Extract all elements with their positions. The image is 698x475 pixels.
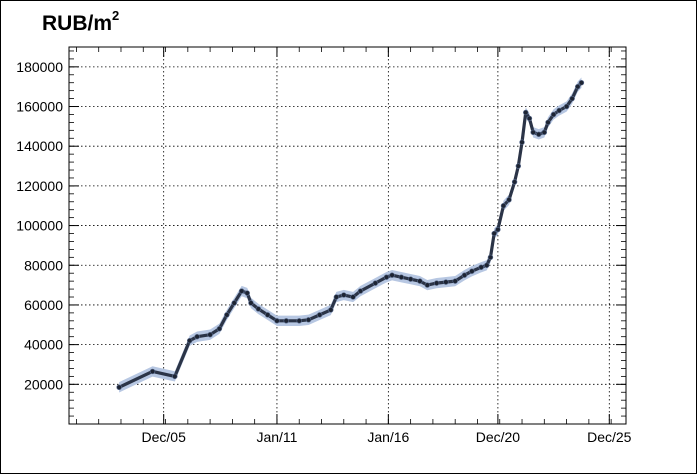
x-tick-label: Dec/05 bbox=[142, 429, 187, 445]
data-point bbox=[526, 115, 533, 122]
data-point bbox=[563, 103, 570, 110]
data-point bbox=[207, 332, 213, 338]
data-point bbox=[283, 318, 289, 324]
y-tick-label: 40000 bbox=[24, 337, 63, 353]
y-tick-label: 120000 bbox=[16, 178, 63, 194]
data-point bbox=[398, 274, 405, 280]
data-point bbox=[556, 107, 562, 114]
y-tick-label: 20000 bbox=[24, 376, 63, 392]
data-point bbox=[116, 384, 122, 390]
y-tick-label: 180000 bbox=[16, 59, 63, 75]
x-tick-label: Dec/20 bbox=[476, 429, 521, 445]
data-point bbox=[316, 312, 323, 318]
x-tick-label: Jan/11 bbox=[256, 429, 297, 445]
data-point bbox=[389, 272, 395, 278]
data-point bbox=[575, 83, 581, 90]
data-point bbox=[469, 268, 475, 274]
plot-area bbox=[68, 46, 627, 425]
data-point bbox=[433, 280, 440, 286]
data-point bbox=[333, 294, 340, 300]
data-point bbox=[350, 294, 356, 300]
x-tick-label: Jan/16 bbox=[367, 429, 409, 445]
data-point bbox=[383, 274, 390, 280]
y-tick-label: 160000 bbox=[16, 99, 63, 115]
data-point bbox=[569, 95, 575, 102]
data-point bbox=[519, 139, 525, 145]
data-point bbox=[248, 300, 254, 306]
y-tick-label: 100000 bbox=[16, 218, 63, 234]
data-point bbox=[515, 163, 522, 169]
series-line bbox=[118, 81, 583, 389]
data-point bbox=[255, 306, 262, 312]
data-point bbox=[487, 254, 494, 261]
data-point bbox=[500, 203, 507, 209]
data-point bbox=[541, 129, 548, 136]
data-point bbox=[328, 307, 334, 313]
data-point bbox=[495, 226, 501, 233]
data-point bbox=[506, 197, 512, 203]
y-tick-label: 80000 bbox=[24, 257, 63, 273]
data-point bbox=[511, 179, 518, 185]
data-point bbox=[186, 337, 193, 344]
data-point bbox=[491, 230, 497, 237]
x-tick-label: Dec/25 bbox=[587, 429, 632, 445]
data-point bbox=[216, 326, 223, 332]
data-point bbox=[407, 276, 414, 282]
data-point bbox=[341, 292, 347, 298]
data-point bbox=[244, 290, 250, 296]
data-point bbox=[149, 368, 156, 375]
data-point bbox=[536, 131, 542, 138]
data-point bbox=[172, 373, 178, 380]
data-point bbox=[545, 119, 551, 126]
data-point bbox=[417, 278, 423, 284]
data-point bbox=[264, 312, 271, 318]
data-point bbox=[443, 279, 449, 285]
data-point bbox=[424, 282, 431, 288]
data-point bbox=[461, 272, 468, 278]
title-text: RUB/m bbox=[42, 12, 113, 35]
y-tick-label: 140000 bbox=[16, 138, 63, 154]
data-point bbox=[357, 288, 364, 294]
data-point bbox=[452, 278, 458, 284]
data-point bbox=[484, 262, 490, 268]
chart-title: RUB/m2 bbox=[42, 8, 119, 36]
data-point bbox=[224, 312, 230, 318]
data-point bbox=[274, 318, 280, 324]
data-point bbox=[305, 317, 312, 323]
data-point bbox=[578, 80, 585, 86]
title-superscript: 2 bbox=[112, 8, 120, 23]
data-point bbox=[372, 280, 379, 286]
data-point bbox=[530, 129, 536, 136]
data-point bbox=[194, 333, 200, 340]
data-point bbox=[296, 318, 302, 324]
data-point bbox=[231, 300, 237, 306]
data-point bbox=[523, 109, 529, 116]
data-point bbox=[238, 288, 245, 294]
y-tick-label: 60000 bbox=[24, 297, 63, 313]
data-point bbox=[550, 111, 557, 118]
data-point bbox=[478, 264, 484, 270]
